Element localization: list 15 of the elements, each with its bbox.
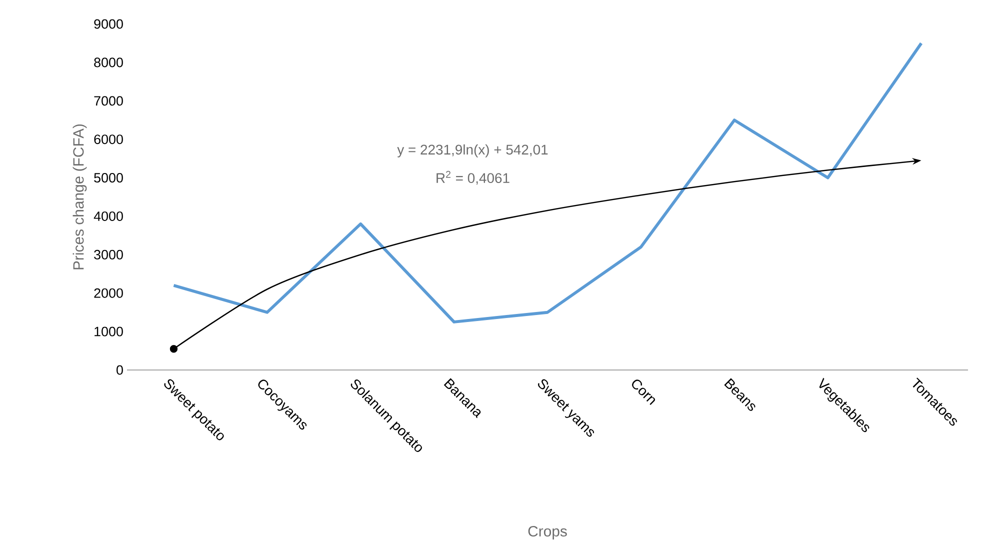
y-tick-label: 3000 [94, 250, 123, 260]
y-tick-label: 8000 [94, 58, 123, 68]
y-tick-label: 1000 [94, 326, 123, 336]
y-axis-title: Prices change (FCFA) [72, 124, 87, 270]
y-tick-label: 2000 [94, 288, 123, 298]
y-tick-label: 5000 [94, 173, 123, 183]
y-tick-label: 4000 [94, 211, 123, 221]
y-tick-label: 9000 [94, 19, 123, 29]
y-tick-label: 6000 [94, 134, 123, 144]
annotation: R$^{2}$ = 0,4061 [436, 170, 510, 185]
annotation: y = 2231,9ln(x) + 542,01 [397, 144, 548, 158]
x-axis-title: Crops [528, 526, 567, 540]
y-tick-label: 0 [116, 365, 123, 375]
line-series [172, 42, 923, 324]
y-tick-label: 7000 [94, 96, 123, 106]
